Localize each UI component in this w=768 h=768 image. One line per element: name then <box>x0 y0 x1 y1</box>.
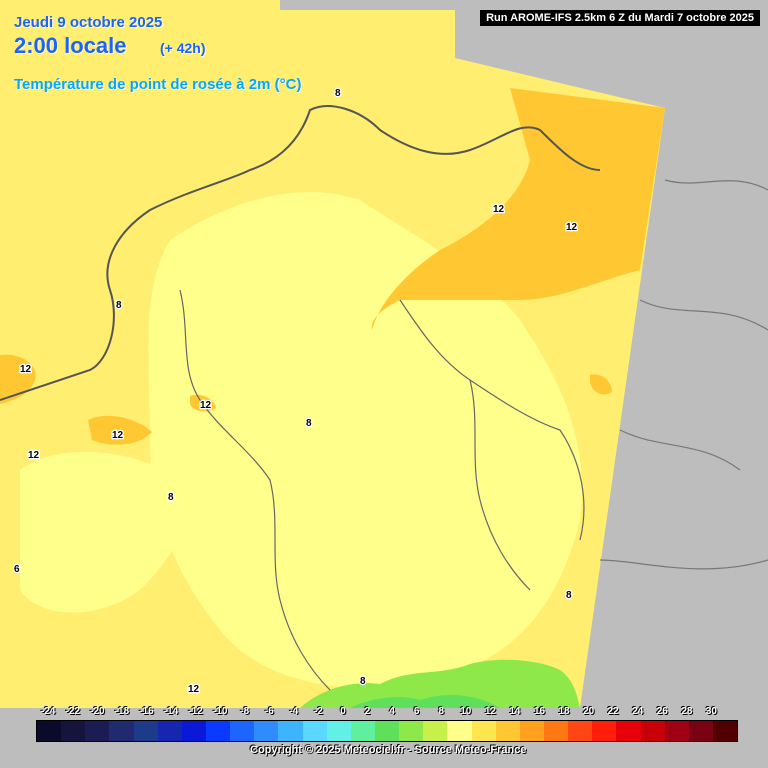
legend-tick: 28 <box>681 706 693 717</box>
legend-tick-labels: -24 -22 -20 -18 -16 -14 -12 -10 -8 -6 -4 -2 0 2 4 6 8 10 1… <box>22 706 732 720</box>
legend-color-cell <box>350 721 375 741</box>
legend-color-cell <box>230 721 255 741</box>
legend-tick: -6 <box>264 706 274 717</box>
legend-color-cell <box>133 721 158 741</box>
legend-tick: 6 <box>413 706 420 717</box>
legend-color-cell <box>326 721 351 741</box>
contour-labels: 8 12 12 12 12 12 12 8 8 8 6 8 8 12 <box>13 87 579 697</box>
dewpoint-area-12-14-small <box>190 394 216 412</box>
legend-tick: -18 <box>114 706 130 717</box>
contour-label: 12 <box>493 204 505 215</box>
run-banner: Run AROME-IFS 2.5km 6 Z du Mardi 7 octob… <box>480 10 760 26</box>
contour-label: 8 <box>360 676 366 687</box>
legend-tick: 14 <box>509 706 521 717</box>
legend-tick: -22 <box>65 706 81 717</box>
contour-label: 12 <box>20 364 32 375</box>
legend-color-cell <box>592 721 617 741</box>
legend-color-cell <box>61 721 86 741</box>
legend-color-cell <box>664 721 689 741</box>
legend-tick: 0 <box>340 706 346 717</box>
dewpoint-area-alpine <box>300 659 580 708</box>
dewpoint-area-8-10-west <box>20 451 187 613</box>
legend-tick: 2 <box>364 706 371 717</box>
legend-color-cell <box>495 721 520 741</box>
legend-tick: 4 <box>389 706 395 717</box>
contour-label: 8 <box>335 88 341 99</box>
legend-tick: -16 <box>139 706 154 717</box>
legend-tick: -12 <box>188 706 203 717</box>
legend-tick: -4 <box>289 706 299 717</box>
legend-color-cell <box>519 721 544 741</box>
contour-label: 6 <box>14 564 20 575</box>
dewpoint-area-12-14-pl <box>590 374 612 395</box>
outside-borders <box>599 179 768 570</box>
legend-color-cell <box>640 721 665 741</box>
legend-color-cell <box>616 721 641 741</box>
legend-tick: 24 <box>632 706 644 717</box>
copyright-text: Copyright © 2025 Meteociel.fr - Source M… <box>250 744 527 756</box>
legend-tick: -24 <box>41 706 56 717</box>
legend-tick: 26 <box>656 706 668 717</box>
forecast-time: 2:00 locale <box>14 33 127 58</box>
contour-label: 12 <box>112 430 124 441</box>
contour-label: 8 <box>306 418 312 429</box>
country-borders <box>179 289 585 691</box>
forecast-lead-time: (+ 42h) <box>160 40 206 56</box>
legend-color-cell <box>688 721 713 741</box>
legend-color-cell <box>471 721 496 741</box>
legend-color-cell <box>85 721 110 741</box>
legend-color-cell <box>423 721 448 741</box>
contour-label: 12 <box>200 400 212 411</box>
legend-color-cell <box>399 721 424 741</box>
legend-tick: -8 <box>240 706 250 717</box>
legend-tick: -20 <box>90 706 105 717</box>
contour-label: 8 <box>168 492 174 503</box>
legend-tick: -10 <box>212 706 228 717</box>
legend-tick: 22 <box>607 706 619 717</box>
legend-color-cell <box>712 721 738 741</box>
legend-tick: 30 <box>705 706 717 717</box>
dewpoint-area-8-10 <box>148 192 582 688</box>
legend-color-cell <box>568 721 593 741</box>
legend-color-cell <box>374 721 400 741</box>
legend-tick: -14 <box>163 706 179 717</box>
contour-label: 12 <box>28 450 40 461</box>
parameter-title: Température de point de rosée à 2m (°C) <box>14 76 302 93</box>
dewpoint-area-12-14-east <box>371 88 665 330</box>
legend-color-cell <box>157 721 182 741</box>
legend-color-cell <box>543 721 569 741</box>
legend-tick: 8 <box>438 706 445 717</box>
forecast-date: Jeudi 9 octobre 2025 <box>14 14 163 31</box>
dewpoint-area-12-14-be <box>88 415 152 445</box>
legend-tick: 16 <box>533 706 546 717</box>
legend-color-cell <box>447 721 472 741</box>
dewpoint-area-alpine-cool <box>350 694 500 708</box>
contour-label: 8 <box>116 300 122 311</box>
legend-color-bar <box>36 720 738 742</box>
legend-color-cell <box>302 721 327 741</box>
legend-color-cell <box>278 721 303 741</box>
contour-label: 12 <box>566 222 578 233</box>
legend-color-cell <box>109 721 134 741</box>
legend-tick: 12 <box>484 706 496 717</box>
legend-tick: 10 <box>460 706 472 717</box>
contour-label: 8 <box>566 590 572 601</box>
legend-tick: 18 <box>558 706 570 717</box>
legend-color-cell <box>254 721 279 741</box>
legend-tick: 20 <box>583 706 595 717</box>
legend-color-cell <box>181 721 206 741</box>
legend-color-cell <box>205 721 231 741</box>
coastline <box>0 105 601 401</box>
legend-tick: -2 <box>314 706 323 717</box>
contour-label: 12 <box>188 684 200 695</box>
legend-color-cell <box>37 721 62 741</box>
